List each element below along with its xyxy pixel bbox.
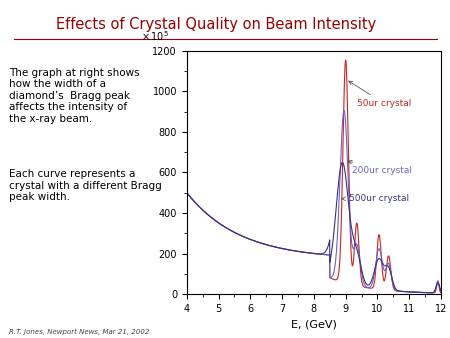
Text: Effects of Crystal Quality on Beam Intensity: Effects of Crystal Quality on Beam Inten…: [56, 17, 376, 32]
Text: R.T. Jones, Newport News, Mar 21, 2002: R.T. Jones, Newport News, Mar 21, 2002: [9, 329, 149, 335]
Text: Each curve represents a
crystal with a different Bragg
peak width.: Each curve represents a crystal with a d…: [9, 169, 162, 202]
Text: 500ur crystal: 500ur crystal: [342, 194, 409, 203]
Text: 200ur crystal: 200ur crystal: [348, 161, 412, 175]
Text: The graph at right shows
how the width of a
diamond’s  Bragg peak
affects the in: The graph at right shows how the width o…: [9, 68, 140, 124]
X-axis label: E, (GeV): E, (GeV): [291, 319, 337, 329]
Text: 50ur crystal: 50ur crystal: [349, 81, 411, 108]
Text: $\times\,10^5$: $\times\,10^5$: [141, 30, 169, 43]
